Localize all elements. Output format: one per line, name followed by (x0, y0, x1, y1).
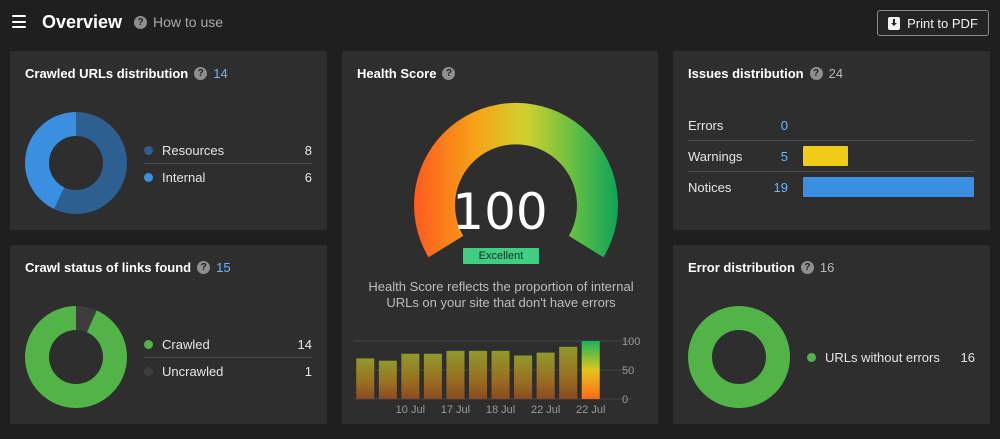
legend-dot (144, 145, 153, 155)
top-bar: Overview ? How to use Print to PDF (0, 0, 1000, 46)
history-bar[interactable] (401, 353, 420, 399)
issue-label: Errors (688, 118, 724, 133)
menu-icon[interactable] (12, 15, 26, 28)
issues-title: Issues distribution (688, 66, 804, 81)
legend-label: Internal (162, 170, 206, 185)
history-bar[interactable] (423, 353, 442, 399)
legend-label: URLs without errors (825, 350, 940, 365)
warnings-bar (803, 146, 848, 166)
card-title: Issues distribution ? 24 (688, 66, 843, 81)
legend-item-uncrawled[interactable]: Uncrawled 1 (144, 358, 312, 385)
legend-label: Resources (162, 142, 225, 158)
issues-count: 24 (828, 66, 844, 81)
page-title: Overview (42, 12, 123, 32)
help-icon[interactable]: ? (442, 67, 456, 80)
legend-value: 1 (304, 364, 312, 379)
crawled-urls-count[interactable]: 14 (213, 66, 228, 81)
crawl-status-title: Crawl status of links found (25, 260, 192, 275)
card-title: Health Score ? (357, 66, 456, 81)
y-tick-label: 50 (622, 365, 634, 377)
x-tick-label: 18 Jul (486, 404, 515, 416)
health-score-badge: Excellent (463, 248, 539, 264)
history-bar[interactable] (581, 341, 600, 399)
x-tick-label: 10 Jul (396, 404, 425, 416)
crawled-urls-card: Crawled URLs distribution ? 14 Resources… (10, 51, 327, 230)
card-title: Error distribution ? 16 (688, 260, 834, 275)
x-tick-label: 22 Jul (576, 404, 605, 416)
health-score-gauge (414, 102, 618, 258)
legend-dot (144, 339, 153, 349)
help-icon[interactable]: ? (800, 261, 814, 274)
error-distribution-card: Error distribution ? 16 URLs without err… (673, 245, 990, 424)
health-score-value: 100 (452, 183, 548, 241)
x-tick-label: 17 Jul (441, 404, 470, 416)
how-to-use-label: How to use (153, 14, 224, 30)
issue-value[interactable]: 19 (773, 180, 788, 195)
y-tick-label: 100 (622, 336, 640, 348)
issue-row-notices[interactable]: Notices 19 (688, 172, 974, 203)
issue-value[interactable]: 0 (780, 118, 788, 133)
legend-label: Uncrawled (162, 364, 224, 379)
legend-value: 6 (304, 170, 312, 185)
legend-value: 8 (304, 142, 312, 158)
crawl-status-legend: Crawled 14 Uncrawled 1 (144, 331, 312, 385)
legend-dot (807, 353, 816, 362)
health-score-history-chart[interactable]: 0 50 100 10 Jul 17 Jul 18 Jul 22 Jul 22 Jul (352, 333, 648, 417)
history-bar[interactable] (559, 346, 578, 399)
health-score-title: Health Score (357, 66, 437, 81)
health-score-card: Health Score ? 100 Excellent Health Scor… (342, 51, 658, 424)
crawled-urls-donut[interactable] (25, 112, 127, 214)
legend-item-internal[interactable]: Internal 6 (144, 164, 312, 191)
history-bar[interactable] (468, 350, 488, 399)
legend-value: 14 (297, 336, 312, 352)
history-bar[interactable] (536, 352, 555, 399)
issues-distribution-card: Issues distribution ? 24 Errors 0 Warnin… (673, 51, 990, 230)
legend-item-resources[interactable]: Resources 8 (144, 137, 312, 164)
notices-bar (803, 177, 974, 197)
card-title: Crawl status of links found ? 15 (25, 260, 231, 275)
history-bar[interactable] (446, 350, 465, 399)
error-distribution-count: 16 (819, 260, 835, 275)
issue-row-errors[interactable]: Errors 0 (688, 110, 974, 141)
crawled-urls-title: Crawled URLs distribution (25, 66, 189, 81)
help-icon[interactable]: ? (197, 261, 211, 274)
legend-label: Crawled (162, 336, 210, 352)
issue-label: Warnings (688, 149, 743, 164)
x-tick-label: 22 Jul (531, 404, 560, 416)
legend-dot (144, 367, 153, 376)
print-to-pdf-label: Print to PDF (907, 15, 978, 31)
crawl-status-donut[interactable] (25, 306, 127, 408)
history-bar[interactable] (514, 355, 533, 400)
print-to-pdf-button[interactable]: Print to PDF (877, 10, 989, 36)
crawled-urls-legend: Resources 8 Internal 6 (144, 137, 312, 191)
help-icon[interactable]: ? (194, 67, 208, 80)
error-distribution-legend: URLs without errors 16 (807, 344, 975, 371)
legend-item-urls-without-errors[interactable]: URLs without errors 16 (807, 344, 975, 371)
legend-dot (144, 173, 153, 182)
help-icon[interactable]: ? (809, 67, 823, 80)
y-tick-label: 0 (622, 394, 628, 406)
history-bar[interactable] (378, 360, 397, 399)
issue-value[interactable]: 5 (780, 149, 788, 164)
issue-row-warnings[interactable]: Warnings 5 (688, 141, 974, 172)
gauge-arc (414, 102, 618, 258)
history-bar[interactable] (491, 350, 510, 399)
issue-label: Notices (688, 180, 732, 195)
crawl-status-card: Crawl status of links found ? 15 Crawled… (10, 245, 327, 424)
crawl-status-count[interactable]: 15 (216, 260, 231, 275)
help-icon: ? (134, 15, 147, 29)
health-score-description: Health Score reflects the proportion of … (368, 279, 634, 310)
how-to-use-link[interactable]: ? How to use (134, 14, 223, 30)
legend-item-crawled[interactable]: Crawled 14 (144, 331, 312, 358)
error-distribution-donut[interactable] (688, 306, 790, 408)
card-title: Crawled URLs distribution ? 14 (25, 66, 228, 81)
history-bar[interactable] (356, 358, 375, 399)
download-icon (888, 16, 901, 30)
legend-value: 16 (960, 350, 975, 365)
error-distribution-title: Error distribution (688, 260, 795, 275)
